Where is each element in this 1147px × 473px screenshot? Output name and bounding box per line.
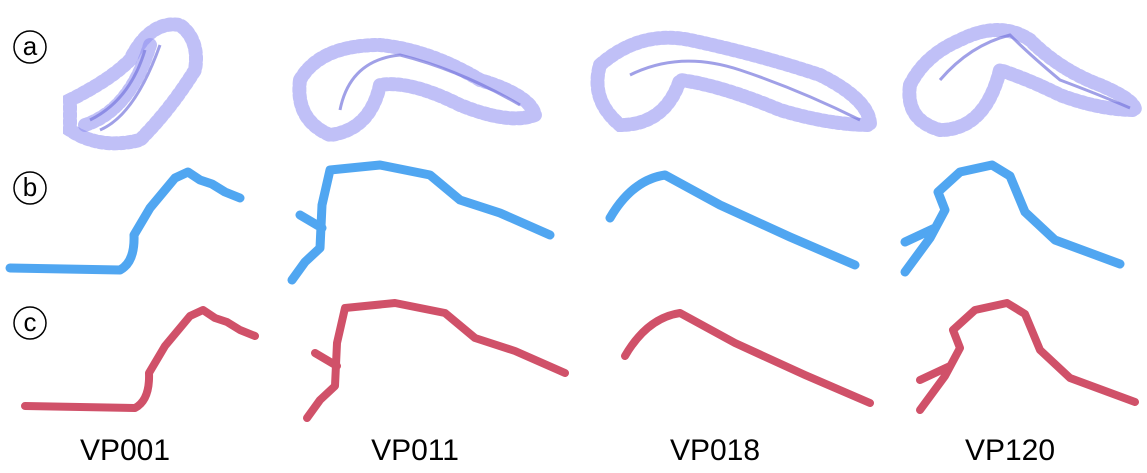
row-label-text: b (23, 172, 37, 202)
column-label: VP001 (80, 434, 170, 467)
row-label-text: a (23, 31, 38, 61)
column-label: VP120 (965, 434, 1055, 467)
vessel-c (25, 303, 1135, 418)
row-label: a (13, 30, 47, 64)
vessel-b (10, 165, 1120, 280)
row-label: c (13, 306, 47, 340)
organ-renderings (63, 17, 1143, 151)
row-label-text: c (24, 307, 37, 337)
row-label: b (13, 171, 47, 205)
column-label: VP011 (371, 434, 459, 467)
column-label: VP018 (670, 434, 760, 467)
